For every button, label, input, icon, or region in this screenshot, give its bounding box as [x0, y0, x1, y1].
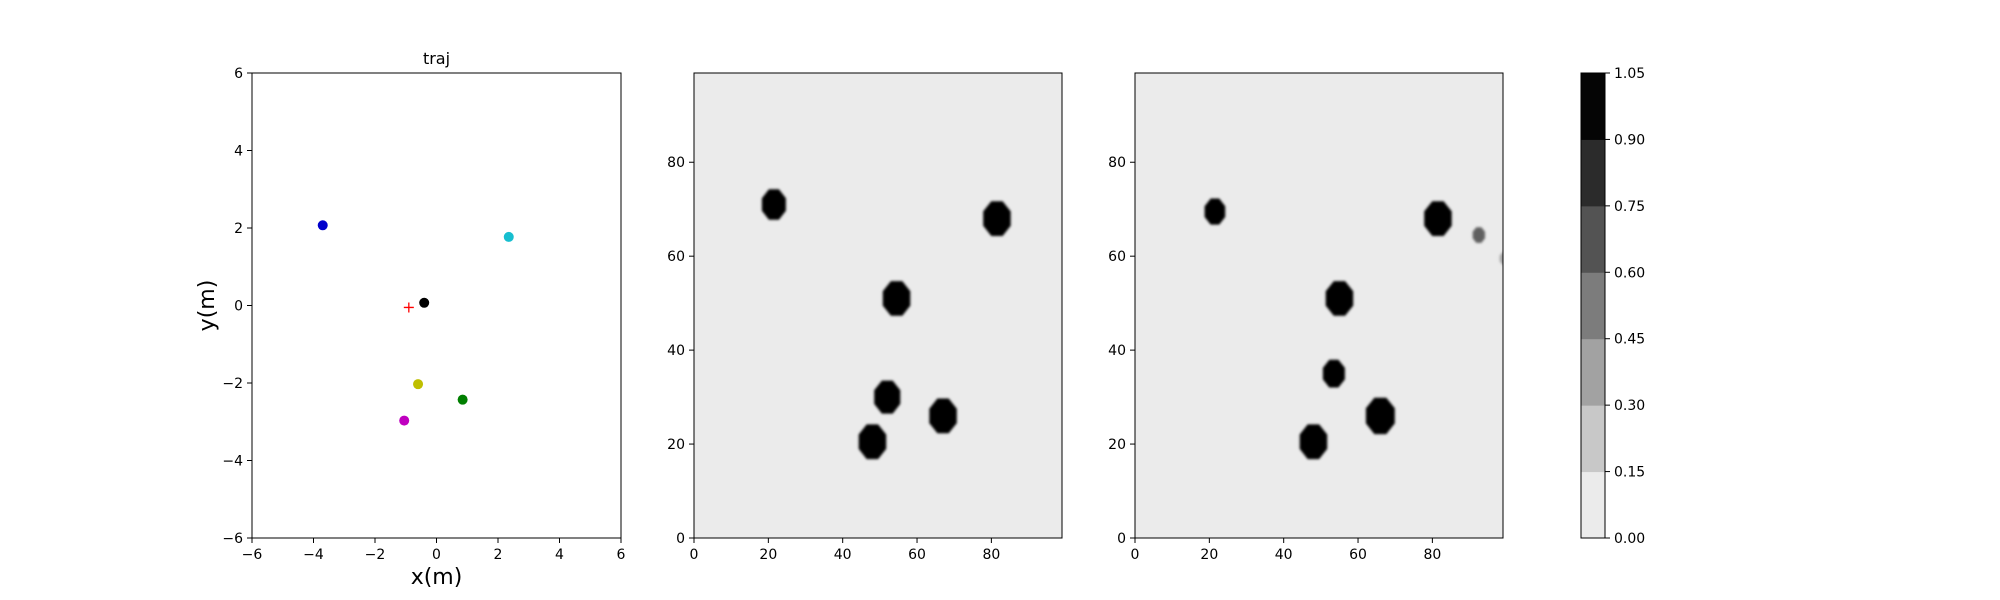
- map-1-y-tick-label: 60: [667, 249, 685, 265]
- colorbar: 0.00 0.15 0.30 0.45 0.60 0.75 0.90 1.05: [1580, 66, 1645, 547]
- occupancy-blob: [1322, 359, 1345, 388]
- scatter-point: [399, 415, 410, 426]
- map-2-x-tick-label: 40: [1275, 547, 1293, 563]
- traj-y-tick-label: −6: [222, 531, 243, 547]
- traj-x-tick-label: 4: [555, 547, 564, 563]
- map-2-axes-frame: [1134, 72, 1504, 539]
- occupancy-blob: [874, 380, 901, 414]
- traj-title: traj: [423, 49, 450, 68]
- map-2-blobs: [1204, 198, 1503, 460]
- map-2-x-tick-label: 60: [1349, 547, 1367, 563]
- traj-x-tick-label: 6: [617, 547, 626, 563]
- traj-y-ticks: −6 −4 −2 0 2 4 6: [222, 66, 252, 547]
- traj-y-tick-label: −2: [222, 376, 243, 392]
- occupancy-blob: [929, 398, 957, 434]
- traj-y-tick-label: 2: [234, 221, 243, 237]
- traj-x-tick-label: −6: [242, 547, 263, 563]
- map-2-y-tick-label: 80: [1108, 155, 1126, 171]
- scatter-point: [503, 231, 514, 242]
- map-1-y-ticks: 0 20 40 60 80: [667, 155, 694, 547]
- map-1-x-tick-label: 0: [690, 547, 699, 563]
- map-1-blobs: [761, 189, 1011, 460]
- map-1-y-tick-label: 20: [667, 437, 685, 453]
- map-2-y-tick-label: 40: [1108, 343, 1126, 359]
- map-1-background: [694, 73, 1062, 538]
- colorbar-tick-label: 0.45: [1614, 332, 1645, 348]
- traj-axes-frame: [251, 72, 622, 539]
- colorbar-band: [1581, 205, 1605, 273]
- colorbar-band: [1581, 405, 1605, 473]
- traj-panel: traj −6 −4 −2 0 2 4 6 −6 −4 −2 0 2 4 6 x(m) y(m): [195, 49, 626, 590]
- scatter-point: [317, 220, 328, 231]
- map-1-axes-frame: [693, 72, 1063, 539]
- traj-x-axis-label: x(m): [411, 565, 463, 590]
- traj-x-tick-label: −4: [303, 547, 324, 563]
- map-2-x-ticks: 0 20 40 60 80: [1131, 538, 1441, 563]
- map-panel-1: 0 20 40 60 80 0 20 40 60 80: [667, 72, 1063, 563]
- colorbar-tick-label: 0.75: [1614, 199, 1645, 215]
- occupancy-blob: [1424, 201, 1452, 236]
- colorbar-frame: [1580, 72, 1606, 539]
- traj-y-axis-label: y(m): [195, 280, 220, 332]
- map-2-y-tick-label: 20: [1108, 437, 1126, 453]
- map-1-y-tick-label: 40: [667, 343, 685, 359]
- map-2-y-tick-label: 0: [1117, 531, 1126, 547]
- traj-y-tick-label: 4: [234, 144, 243, 160]
- colorbar-tick-label: 0.15: [1614, 465, 1645, 481]
- map-2-x-tick-label: 20: [1200, 547, 1218, 563]
- map-1-x-ticks: 0 20 40 60 80: [690, 538, 1000, 563]
- scatter-point: [419, 297, 430, 308]
- occupancy-blob: [1499, 252, 1503, 265]
- colorbar-tick-label: 0.30: [1614, 398, 1645, 414]
- map-1-y-tick-label: 0: [676, 531, 685, 547]
- target-marker: [403, 302, 414, 313]
- occupancy-blob: [1325, 281, 1354, 316]
- map-1-x-tick-label: 20: [759, 547, 777, 563]
- occupancy-blob: [1299, 424, 1328, 460]
- map-2-background: [1135, 73, 1503, 538]
- traj-y-tick-label: 6: [234, 66, 243, 82]
- traj-x-ticks: −6 −4 −2 0 2 4 6: [242, 538, 626, 563]
- map-1-x-tick-label: 60: [908, 547, 926, 563]
- scatter-point: [413, 379, 424, 390]
- map-2-y-ticks: 0 20 40 60 80: [1108, 155, 1135, 547]
- traj-x-tick-label: −2: [365, 547, 386, 563]
- occupancy-blob: [858, 424, 887, 460]
- scatter-point: [457, 394, 468, 405]
- occupancy-blob: [983, 201, 1011, 236]
- colorbar-tick-label: 0.00: [1614, 531, 1645, 547]
- map-2-x-tick-label: 0: [1131, 547, 1140, 563]
- traj-y-tick-label: −4: [222, 454, 243, 470]
- colorbar-band: [1581, 272, 1605, 340]
- traj-marks: [317, 220, 514, 426]
- occupancy-blob: [1204, 198, 1226, 225]
- traj-x-tick-label: 2: [494, 547, 503, 563]
- occupancy-blob: [882, 281, 911, 316]
- map-2-x-tick-label: 80: [1423, 547, 1441, 563]
- occupancy-blob: [761, 189, 786, 220]
- map-2-y-tick-label: 60: [1108, 249, 1126, 265]
- occupancy-blob: [1472, 227, 1485, 243]
- colorbar-band: [1581, 139, 1605, 207]
- colorbar-band: [1581, 338, 1605, 406]
- colorbar-band: [1581, 471, 1605, 539]
- colorbar-ticks: 0.00 0.15 0.30 0.45 0.60 0.75 0.90 1.05: [1605, 66, 1645, 547]
- map-panel-2: 0 20 40 60 80 0 20 40 60 80: [1108, 72, 1504, 563]
- traj-x-tick-label: 0: [432, 547, 441, 563]
- colorbar-tick-label: 1.05: [1614, 66, 1645, 82]
- map-1-y-tick-label: 80: [667, 155, 685, 171]
- map-1-x-tick-label: 80: [982, 547, 1000, 563]
- traj-y-tick-label: 0: [234, 299, 243, 315]
- colorbar-tick-label: 0.60: [1614, 265, 1645, 281]
- colorbar-tick-label: 0.90: [1614, 132, 1645, 148]
- occupancy-blob: [1365, 397, 1395, 435]
- map-1-x-tick-label: 40: [834, 547, 852, 563]
- colorbar-band: [1581, 73, 1605, 140]
- colorbar-bands: [1581, 73, 1605, 539]
